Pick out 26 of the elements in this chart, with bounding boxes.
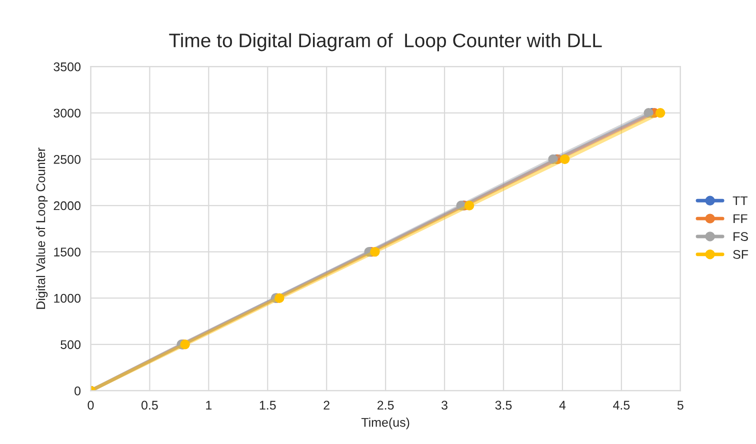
legend-label: FS [734,232,748,241]
chart-title: Time to Digital Diagram of Loop Counter with DLL [169,33,602,52]
y-tick-label: 1500 [54,248,81,256]
x-tick-label: 3.5 [495,400,512,410]
x-tick-label: 0 [88,400,94,410]
x-tick-label: 2.5 [378,400,394,410]
x-tick-label: 4.5 [613,400,630,410]
y-tick-label: 3000 [54,108,81,118]
y-tick-label: 2500 [54,155,81,164]
y-tick-label: 2000 [54,201,81,210]
y-tick-label: 1000 [54,294,81,303]
x-tick-label: 5 [677,400,684,410]
legend-label: FF [734,214,748,223]
legend-label: SF [733,250,748,259]
y-tick-label: 0 [74,386,81,396]
x-tick-label: 3 [442,400,448,410]
x-tick-label: 2 [324,400,330,410]
x-tick-label: 1 [206,400,212,410]
x-axis-title: Time(us) [361,418,410,430]
y-tick-label: 500 [60,340,81,350]
legend-label: TT [732,196,748,206]
x-tick-label: 0.5 [141,400,158,410]
x-tick-label: 4 [559,400,566,410]
y-tick-label: 3500 [54,62,81,72]
y-axis-title: Digital Value of Loop Counter [36,148,48,309]
x-tick-label: 1.5 [260,400,276,410]
